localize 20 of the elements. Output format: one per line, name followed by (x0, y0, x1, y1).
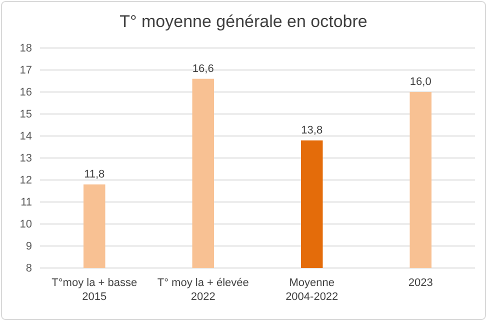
y-tick-label: 12 (20, 174, 32, 187)
data-label: 13,8 (301, 124, 323, 136)
x-tick-label: Moyenne 2004-2022 (286, 277, 338, 303)
y-tick-label: 13 (20, 152, 32, 165)
y-tick-label: 10 (20, 218, 32, 231)
x-tick-label: 2023 (408, 277, 433, 289)
chart-title: T° moyenne générale en octobre (120, 12, 368, 31)
data-label: 16,0 (410, 76, 432, 88)
y-tick-label: 8 (26, 262, 32, 275)
y-tick-label: 9 (26, 240, 32, 253)
x-tick-label: T° moy la + élevée 2022 (157, 277, 249, 303)
y-tick-label: 17 (20, 64, 32, 77)
data-label: 11,8 (84, 168, 105, 180)
y-tick-label: 18 (20, 42, 32, 55)
y-tick-label: 16 (20, 86, 32, 99)
data-label: 16,6 (192, 62, 214, 75)
y-tick-label: 15 (20, 108, 32, 121)
y-tick-label: 11 (20, 196, 32, 209)
y-tick-label: 14 (20, 130, 32, 143)
x-tick-label: T°moy la + basse 2015 (52, 277, 138, 303)
